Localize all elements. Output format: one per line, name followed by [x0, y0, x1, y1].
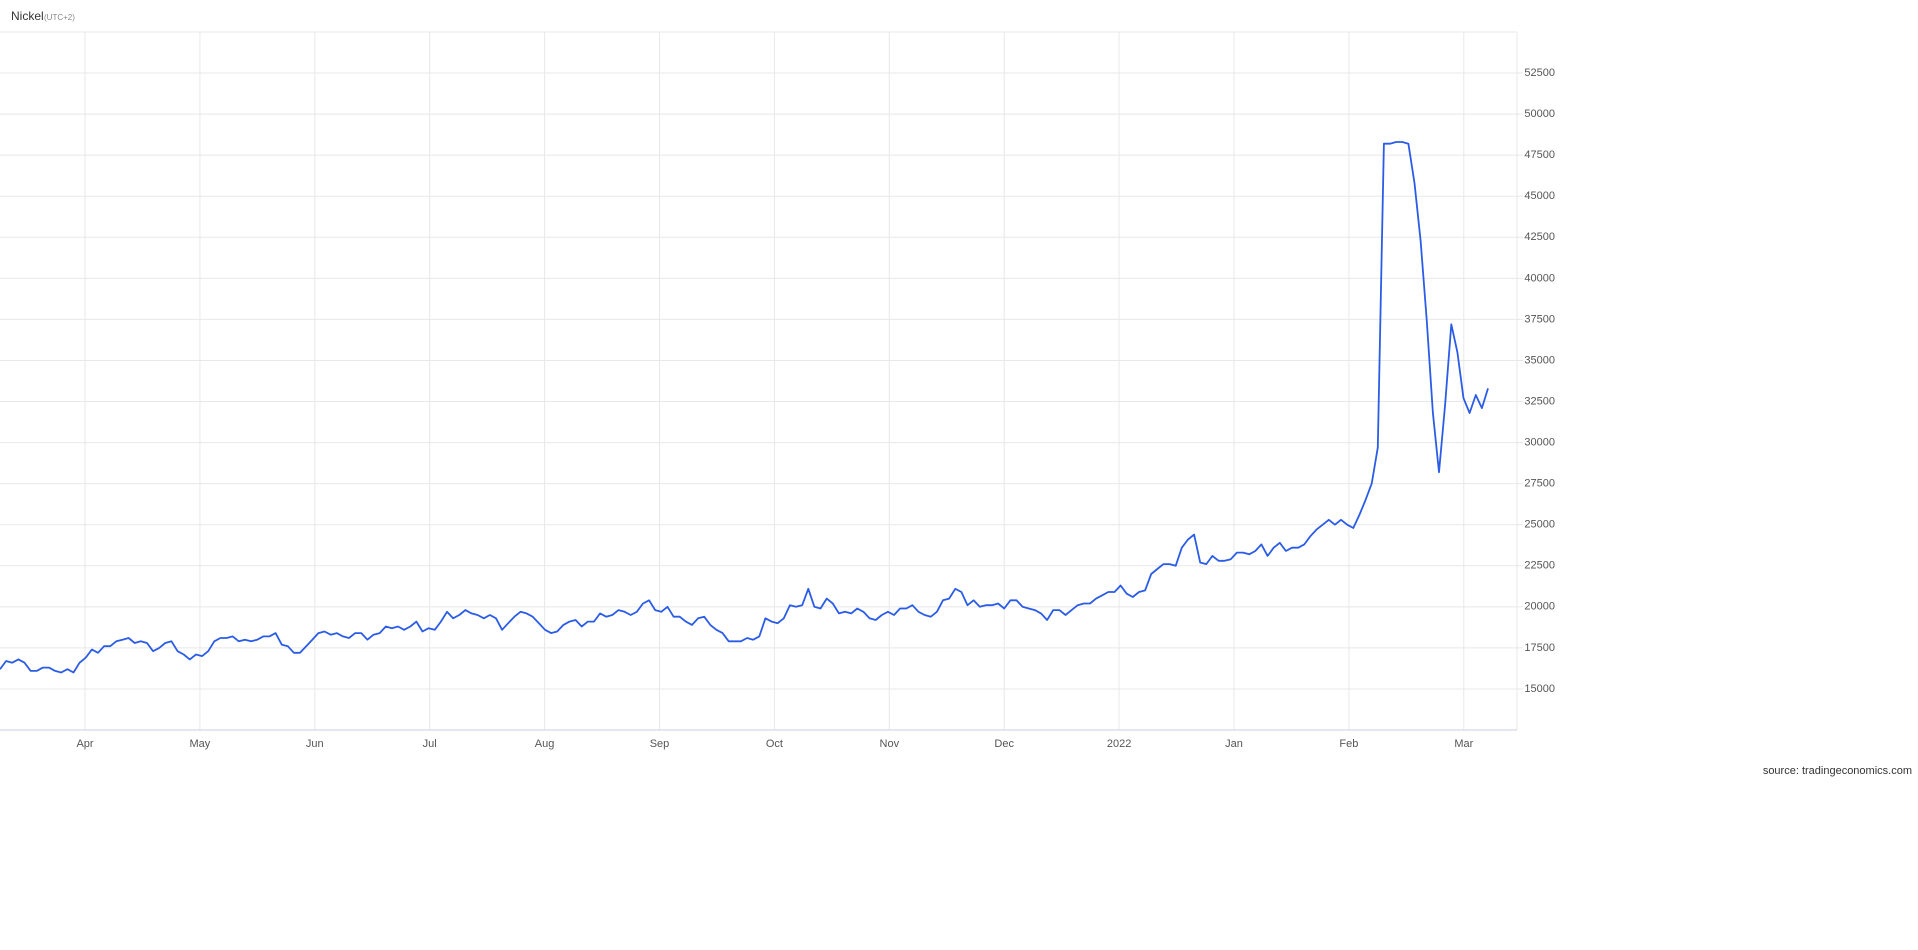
y-tick-label: 20000 — [1524, 601, 1555, 613]
y-tick-label: 50000 — [1524, 108, 1555, 120]
y-tick-label: 52500 — [1524, 67, 1555, 79]
y-tick-label: 42500 — [1524, 231, 1555, 243]
y-tick-label: 35000 — [1524, 354, 1555, 366]
chart-title: Nickel — [11, 9, 44, 23]
x-tick-label: Mar — [1454, 738, 1473, 750]
x-tick-label: Feb — [1339, 738, 1358, 750]
source: source: tradingeconomics.com — [1763, 765, 1912, 777]
y-tick-label: 40000 — [1524, 272, 1555, 284]
chart: Nickel (UTC+2) source: tradingeconomics.… — [0, 9, 1912, 777]
x-tick-label: Jun — [306, 738, 324, 750]
y-tick-label: 47500 — [1524, 149, 1555, 161]
x-tick-label: Jul — [423, 738, 437, 750]
y-tick-label: 22500 — [1524, 560, 1555, 572]
x-tick-label: 2022 — [1107, 738, 1131, 750]
x-tick-label: May — [190, 738, 211, 750]
chart-subtitle: (UTC+2) — [44, 13, 75, 22]
y-tick-label: 25000 — [1524, 519, 1555, 531]
x-tick-label: Oct — [766, 738, 783, 750]
y-tick-label: 15000 — [1524, 683, 1555, 695]
y-tick-label: 27500 — [1524, 478, 1555, 490]
x-tick-label: Nov — [880, 738, 900, 750]
y-tick-label: 45000 — [1524, 190, 1555, 202]
x-tick-label: Jan — [1225, 738, 1243, 750]
price-line — [0, 141, 1489, 674]
x-tick-label: Aug — [535, 738, 555, 750]
x-tick-label: Sep — [650, 738, 670, 750]
y-tick-label: 37500 — [1524, 313, 1555, 325]
x-tick-label: Dec — [994, 738, 1014, 750]
y-tick-label: 30000 — [1524, 436, 1555, 448]
y-tick-label: 32500 — [1524, 395, 1555, 407]
y-tick-label: 17500 — [1524, 642, 1555, 654]
x-tick-label: Apr — [76, 738, 93, 750]
